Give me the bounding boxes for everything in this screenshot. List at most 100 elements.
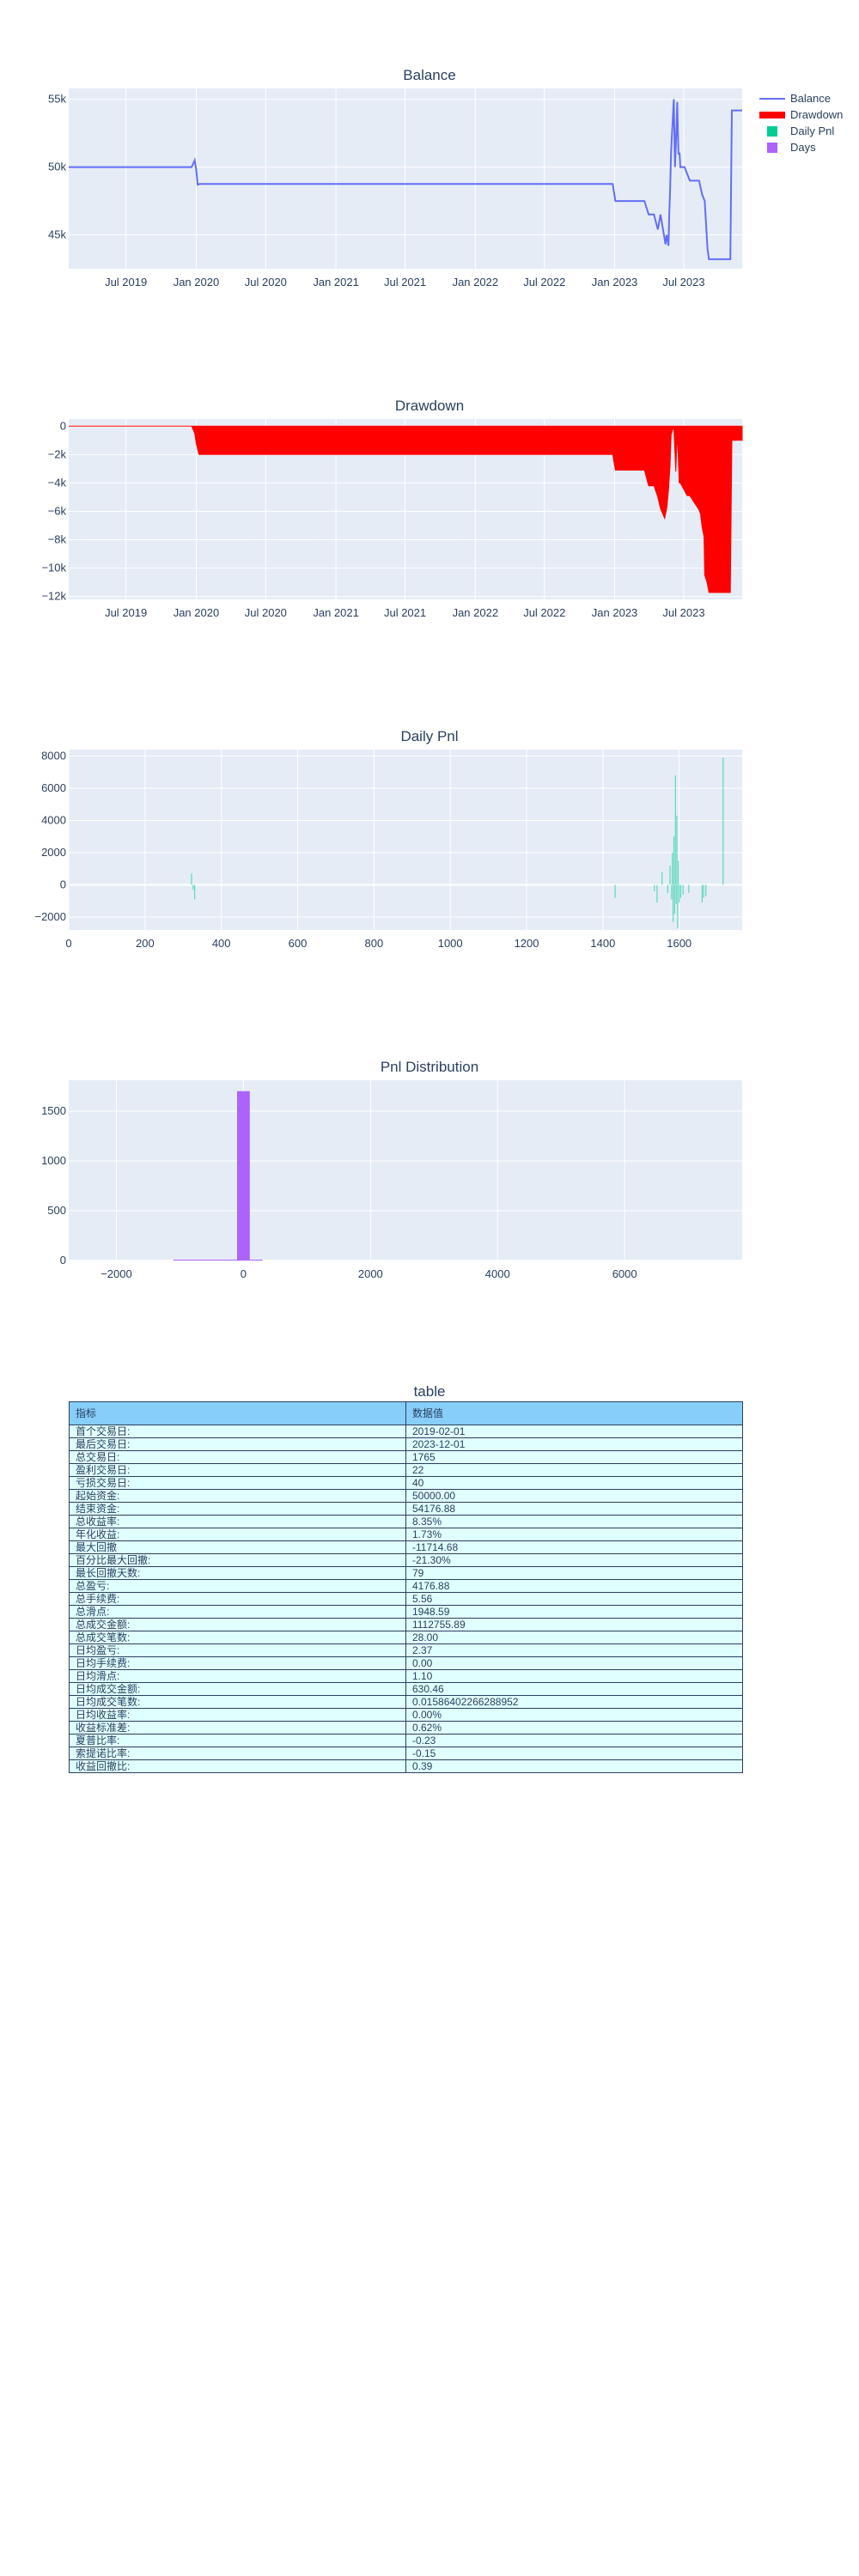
daily-pnl-bar[interactable] xyxy=(672,853,673,885)
table-cell-value: 2023-12-01 xyxy=(405,1437,743,1451)
daily-pnl-bar[interactable] xyxy=(688,884,690,893)
x-tick-label: Jul 2022 xyxy=(523,606,565,619)
distribution-bar[interactable] xyxy=(224,1260,237,1261)
table-header-cell: 数据值 xyxy=(405,1401,743,1425)
legend-label: Balance xyxy=(790,92,831,105)
y-tick-label: 8000 xyxy=(41,750,66,762)
daily-pnl-bar[interactable] xyxy=(669,866,671,885)
x-tick-label: 6000 xyxy=(612,1267,637,1280)
y-tick-label: 0 xyxy=(60,419,66,432)
x-tick-label: Jul 2020 xyxy=(245,276,287,289)
distribution-bar[interactable] xyxy=(174,1260,186,1261)
statistics-table-title: table xyxy=(413,1383,446,1400)
table-row: 百分比最大回撤: -21.30% xyxy=(69,1553,743,1567)
daily-pnl-bar[interactable] xyxy=(654,884,655,892)
table-cell-value: 1948.59 xyxy=(405,1605,743,1619)
table-row: 结束资金: 54176.88 xyxy=(69,1502,743,1516)
daily-pnl-bar[interactable] xyxy=(722,757,724,885)
daily-pnl-bar[interactable] xyxy=(192,884,194,890)
table-cell-value: 1765 xyxy=(405,1450,743,1464)
drawdown-area[interactable] xyxy=(69,425,743,593)
daily-pnl-bar[interactable] xyxy=(705,884,707,896)
daily-pnl-bar[interactable] xyxy=(667,884,668,893)
daily-pnl-chart[interactable]: 0 200 400 600 800 1000 1200 1400 1600 −2000 0 2000 4… xyxy=(0,721,859,953)
table-cell-value: 28.00 xyxy=(405,1631,743,1644)
x-tick-label: 1200 xyxy=(515,937,539,950)
y-tick-label: 55k xyxy=(48,93,66,106)
distribution-bar[interactable] xyxy=(186,1260,199,1261)
table-row: 首个交易日: 2019-02-01 xyxy=(69,1425,743,1438)
distribution-bar[interactable] xyxy=(249,1260,263,1261)
daily-pnl-bar[interactable] xyxy=(675,884,677,905)
legend-item-balance[interactable]: Balance xyxy=(759,90,843,106)
x-tick-label: 800 xyxy=(365,937,384,950)
daily-pnl-bar[interactable] xyxy=(701,884,703,903)
legend-item-days[interactable]: Days xyxy=(759,139,843,155)
daily-pnl-bar[interactable] xyxy=(682,884,684,895)
balance-line[interactable] xyxy=(69,99,742,260)
daily-pnl-bar[interactable] xyxy=(194,884,196,900)
table-cell-metric: 日均成交笔数: xyxy=(69,1695,406,1709)
y-tick-label: 45k xyxy=(48,228,66,241)
x-tick-label: 0 xyxy=(241,1267,247,1280)
table-row: 亏损交易日: 40 xyxy=(69,1476,743,1490)
table-cell-value: 1.73% xyxy=(405,1528,743,1541)
x-tick-label: 1400 xyxy=(590,937,615,950)
x-tick-label: Jul 2020 xyxy=(245,606,287,619)
table-cell-value: 0.015864022662889​52 xyxy=(405,1695,743,1709)
table-cell-value: 0.00% xyxy=(405,1708,743,1722)
table-row: 日均盈亏: 2.37 xyxy=(69,1643,743,1657)
daily-pnl-bar[interactable] xyxy=(679,884,682,898)
daily-pnl-bar[interactable] xyxy=(661,872,663,885)
pnl-distribution-chart-panel: Pnl Distribution −2000 0 2000 4000 6000 0 500 1… xyxy=(0,1052,859,1284)
y-tick-label: 2000 xyxy=(41,846,66,859)
daily-pnl-chart-panel: Daily Pnl 0 200 400 600 800 1000 1200 1400 1600 −… xyxy=(0,721,859,953)
table-cell-value: -21.30% xyxy=(405,1553,743,1567)
daily-pnl-bar[interactable] xyxy=(676,815,678,885)
daily-pnl-bar[interactable] xyxy=(677,884,679,929)
x-tick-label: 1600 xyxy=(667,937,691,950)
x-tick-label: 600 xyxy=(289,937,308,950)
balance-chart-panel: Balance Jul 2019 Jan 2020 Jul 2020 Jan 2021… xyxy=(0,60,859,292)
y-tick-label: 1500 xyxy=(41,1104,66,1117)
table-cell-metric: 总滑点: xyxy=(69,1605,406,1619)
y-tick-label: −10k xyxy=(41,562,66,574)
legend-item-drawdown[interactable]: Drawdown xyxy=(759,106,843,123)
table-row: 日均滑点: 1.10 xyxy=(69,1669,743,1683)
y-tick-label: −2k xyxy=(48,447,67,460)
distribution-bar[interactable] xyxy=(198,1260,212,1261)
daily-pnl-bar[interactable] xyxy=(673,836,675,885)
legend-item-daily-pnl[interactable]: Daily Pnl xyxy=(759,123,843,139)
table-row: 起始资金: 50000.00 xyxy=(69,1489,743,1503)
daily-pnl-bar[interactable] xyxy=(671,884,673,900)
daily-pnl-bar[interactable] xyxy=(191,873,192,885)
table-cell-metric: 日均手续费: xyxy=(69,1656,406,1670)
pnl-distribution-chart[interactable]: −2000 0 2000 4000 6000 0 500 1000 1500 xyxy=(0,1052,859,1284)
x-tick-label: −2000 xyxy=(101,1267,132,1280)
table-cell-metric: 索提诺比率: xyxy=(69,1747,406,1760)
distribution-bar[interactable] xyxy=(211,1260,225,1261)
drawdown-chart[interactable]: Jul 2019 Jan 2020 Jul 2020 Jan 2021 Jul 2021… xyxy=(0,391,859,623)
distribution-bar[interactable] xyxy=(237,1091,250,1261)
table-cell-metric: 总收益率: xyxy=(69,1515,406,1528)
balance-chart[interactable]: Jul 2019 Jan 2020 Jul 2020 Jan 2021 Jul 2021… xyxy=(0,60,859,292)
table-cell-value: -0.15 xyxy=(405,1747,743,1760)
table-cell-value: 0.62% xyxy=(405,1721,743,1735)
table-row: 年化收益: 1.73% xyxy=(69,1528,743,1541)
daily-pnl-bar[interactable] xyxy=(614,884,616,898)
daily-pnl-bar[interactable] xyxy=(656,884,658,903)
daily-pnl-bar[interactable] xyxy=(678,860,679,885)
table-row: 最大回撤 -11714.68 xyxy=(69,1540,743,1554)
x-tick-label: Jul 2022 xyxy=(523,276,565,289)
x-tick-label: Jul 2021 xyxy=(384,276,426,289)
table-row: 总成交金额: 1112755.89 xyxy=(69,1618,743,1631)
statistics-table-wrapper: 指标 数据值 首个交易日: 2019-02-01 最后交易日: 2023-12-01 总… xyxy=(69,1401,743,1773)
x-tick-label: Jul 2023 xyxy=(662,276,704,289)
x-tick-label: Jan 2023 xyxy=(592,276,638,289)
table-cell-value: 5.56 xyxy=(405,1592,743,1606)
table-cell-value: -0.23 xyxy=(405,1734,743,1747)
x-tick-label: 1000 xyxy=(438,937,463,950)
daily-pnl-bar[interactable] xyxy=(674,775,676,885)
y-tick-label: −4k xyxy=(48,476,67,489)
daily-pnl-bar[interactable] xyxy=(673,884,675,914)
